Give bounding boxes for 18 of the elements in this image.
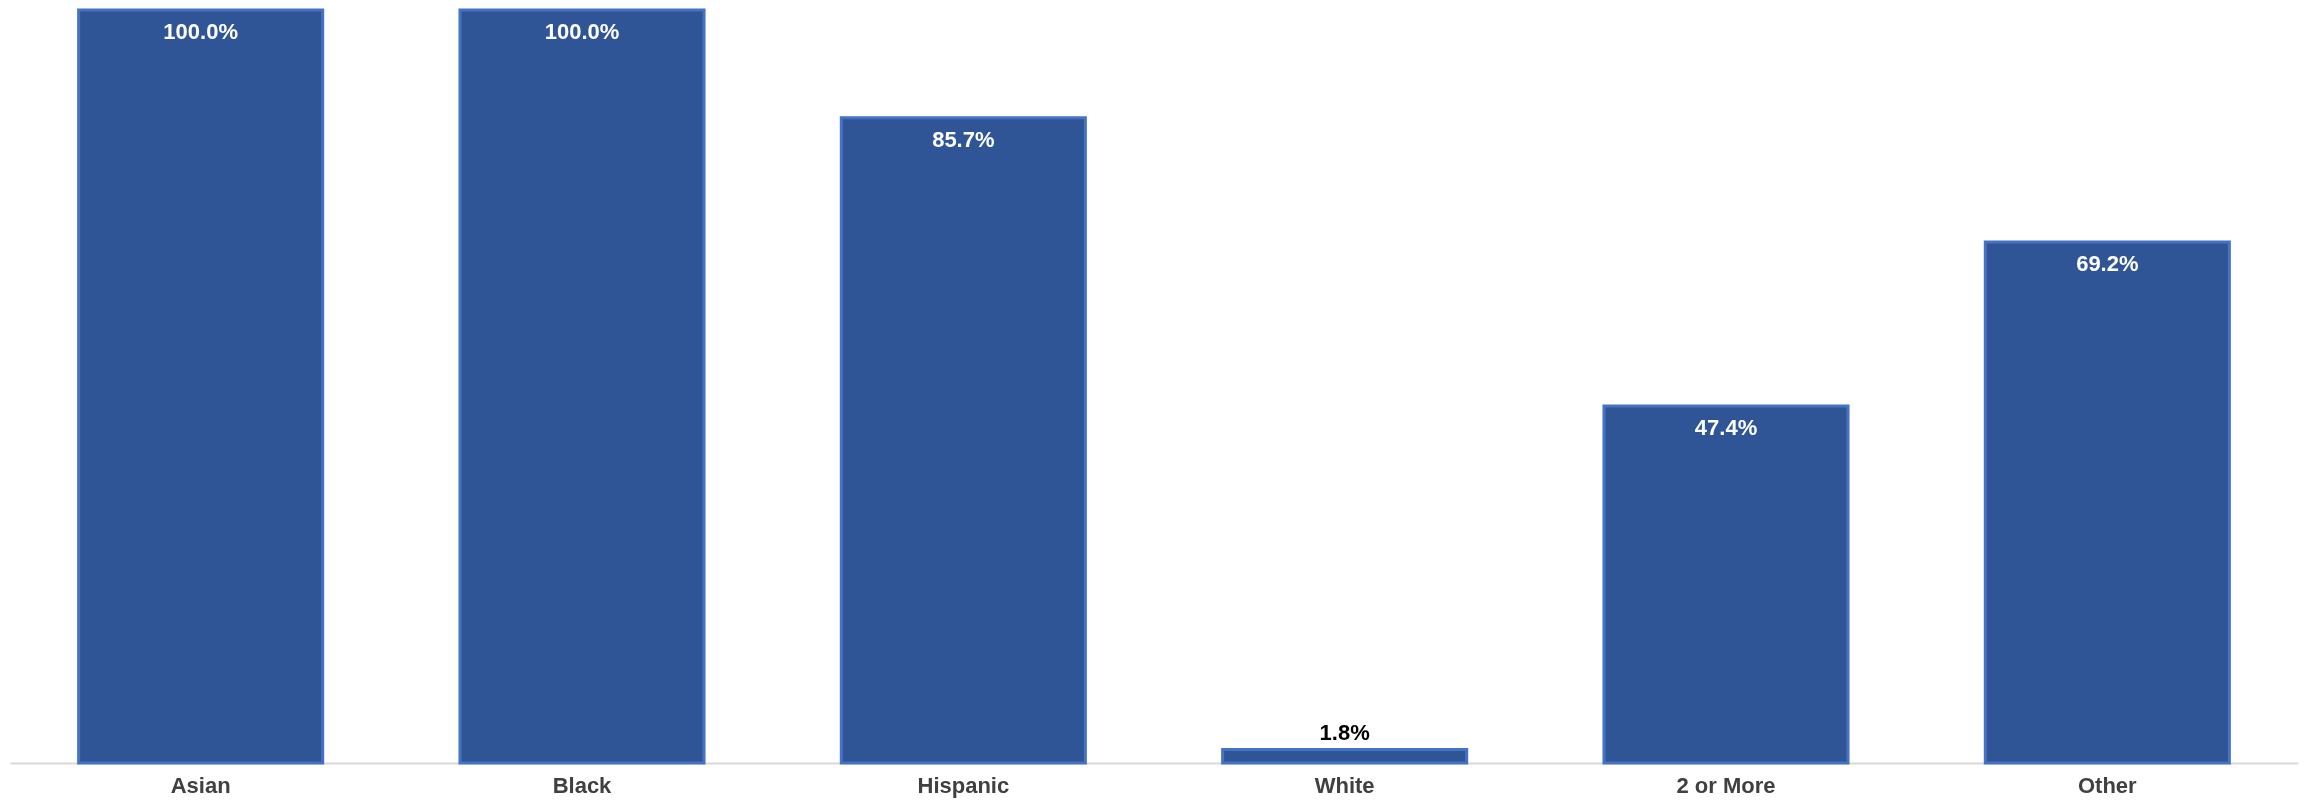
bar xyxy=(458,8,706,765)
bar xyxy=(1221,747,1469,765)
x-tick-label: White xyxy=(1314,772,1375,798)
data-label: 69.2% xyxy=(2076,250,2139,276)
x-tick-label: Hispanic xyxy=(917,772,1010,798)
x-tick-label: 2 or More xyxy=(1676,772,1776,798)
data-label: 100.0% xyxy=(544,19,620,44)
data-label: 47.4% xyxy=(1694,415,1758,441)
bar xyxy=(839,116,1087,765)
bar xyxy=(1602,404,1850,765)
data-label: 1.8% xyxy=(1319,720,1370,746)
bar xyxy=(1983,240,2231,765)
bar xyxy=(77,8,325,765)
data-label: 85.7% xyxy=(932,126,995,152)
data-label: 100.0% xyxy=(163,19,238,44)
x-tick-label: Other xyxy=(2077,772,2138,798)
x-tick-label: Black xyxy=(552,772,613,798)
x-tick-label: Asian xyxy=(170,772,231,798)
